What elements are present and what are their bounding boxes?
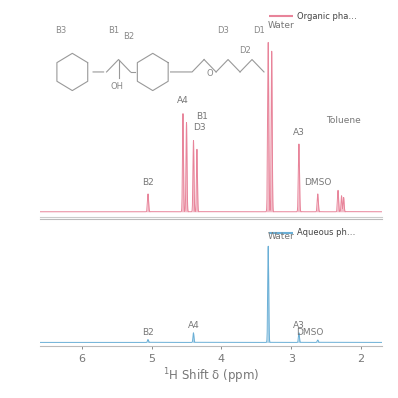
Text: D3: D3 bbox=[193, 123, 205, 132]
Text: O: O bbox=[207, 69, 213, 78]
Text: B1: B1 bbox=[197, 112, 209, 121]
Text: B2: B2 bbox=[123, 32, 135, 41]
Text: B2: B2 bbox=[142, 328, 154, 337]
Text: B3: B3 bbox=[55, 25, 66, 35]
Text: A3: A3 bbox=[293, 128, 305, 137]
Text: DMSO: DMSO bbox=[296, 328, 323, 337]
Text: Aqueous ph…: Aqueous ph… bbox=[297, 228, 355, 237]
Text: A4: A4 bbox=[177, 96, 189, 105]
Text: D3: D3 bbox=[217, 25, 229, 35]
Text: B1: B1 bbox=[108, 25, 119, 35]
Text: OH: OH bbox=[110, 82, 123, 90]
Text: B2: B2 bbox=[142, 178, 154, 187]
Text: Water: Water bbox=[267, 21, 294, 30]
Text: D2: D2 bbox=[239, 46, 251, 55]
Text: A4: A4 bbox=[187, 321, 199, 330]
Text: $^{1}$H Shift δ (ppm): $^{1}$H Shift δ (ppm) bbox=[163, 366, 259, 386]
Text: A3: A3 bbox=[293, 321, 305, 330]
Text: D1: D1 bbox=[253, 25, 265, 35]
Text: Organic pha…: Organic pha… bbox=[297, 12, 356, 21]
Text: Water: Water bbox=[267, 232, 294, 241]
Text: Toluene: Toluene bbox=[326, 115, 360, 125]
Text: DMSO: DMSO bbox=[304, 178, 332, 187]
